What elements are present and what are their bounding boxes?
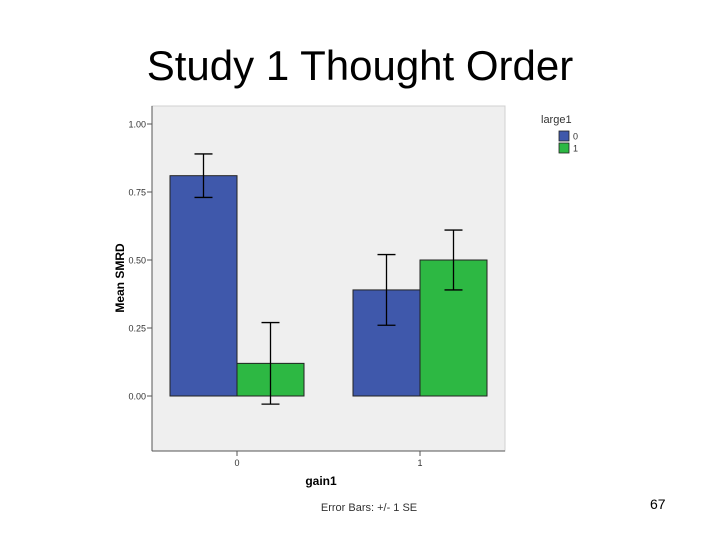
x-tick-label: 0 [234,458,239,468]
y-axis: 1.00 0.75 0.50 0.25 0.00 [128,106,153,451]
error-bars [194,153,463,405]
y-tick-label: 1.00 [128,120,146,130]
y-tick-label: 0.75 [128,188,146,198]
page-number: 67 [650,496,666,512]
legend: large1 0 1 [541,114,578,154]
y-axis-label: Mean SMRD [113,243,127,313]
error-bar [194,153,213,199]
y-tick-label: 0.50 [128,256,146,266]
legend-swatch-0 [558,130,570,142]
x-axis-label: gain1 [305,474,337,488]
legend-title: large1 [541,114,572,126]
error-bars-footnote: Error Bars: +/- 1 SE [321,502,417,514]
bars [169,175,488,397]
legend-label-1: 1 [573,144,578,154]
bar-0-cat-0 [169,175,238,397]
x-tick-label: 1 [417,458,422,468]
y-tick-label: 0.00 [128,392,146,402]
error-bar [444,229,463,291]
slide-title: Study 1 Thought Order [146,42,574,89]
error-bar [261,321,280,405]
legend-label-0: 0 [573,132,578,142]
y-tick-label: 0.25 [128,324,146,334]
error-bar [377,253,396,326]
legend-swatch-1 [558,142,570,154]
